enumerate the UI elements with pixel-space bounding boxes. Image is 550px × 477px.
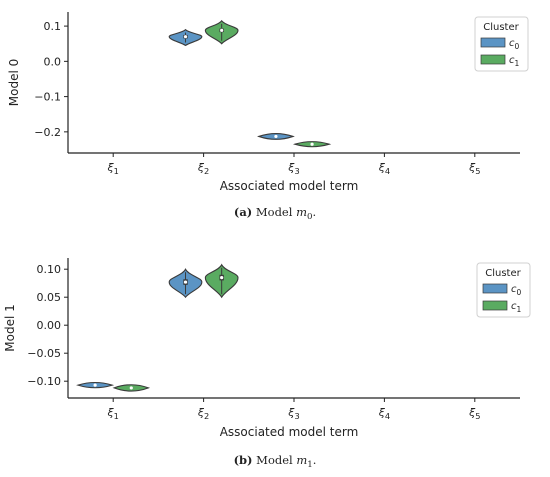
figure-caption: (b) Model m1. [234, 453, 317, 470]
legend-swatch-c0 [482, 283, 508, 294]
violin-median-dot [183, 35, 188, 39]
legend-swatch-c1 [480, 54, 506, 65]
y-tick-label: 0.10 [37, 263, 62, 276]
legend-label-c0: c0 [509, 38, 520, 51]
x-tick-label: ξ5 [468, 161, 480, 176]
legend-label-c0: c0 [511, 284, 522, 297]
x-tick-label: ξ2 [197, 161, 209, 176]
x-tick-label: ξ1 [107, 406, 119, 421]
x-tick-label: ξ2 [197, 406, 209, 421]
y-tick-label: 0.05 [37, 291, 62, 304]
y-tick-label: −0.05 [27, 347, 61, 360]
violin-median-dot [220, 276, 224, 280]
legend-title: Cluster [485, 268, 521, 279]
x-tick-label: ξ5 [468, 406, 480, 421]
y-axis-label: Model 1 [3, 304, 17, 351]
chart-panel-b: 0.10 0.05 0.00 −0.05 −0.10 ξ1 ξ2 ξ3 ξ4 ξ5 Model 1 A… [3, 258, 531, 470]
y-tick-label: 0.1 [44, 20, 62, 33]
legend-title: Cluster [483, 22, 519, 33]
y-tick-label: 0.0 [44, 55, 62, 68]
legend-label-c1: c1 [511, 301, 522, 314]
x-tick-label: ξ3 [287, 161, 299, 176]
y-axis-label: Model 0 [7, 59, 21, 106]
violin-median-dot [274, 134, 278, 139]
violin-median-dot [93, 383, 97, 387]
x-tick-label: ξ3 [287, 406, 299, 421]
violin-median-dot [310, 142, 314, 146]
legend-label-c1: c1 [509, 55, 520, 68]
x-axis-label: Associated model term [220, 179, 359, 193]
chart-panel-a: 0.1 0.0 −0.1 −0.2 ξ1 ξ2 ξ3 ξ4 ξ5 Model 0 Associate… [7, 12, 529, 222]
figure-caption: (a) Model m0. [234, 205, 316, 222]
x-axis-label: Associated model term [220, 425, 359, 439]
x-tick-label: ξ4 [378, 161, 390, 176]
violin-median-dot [220, 28, 224, 32]
x-tick-label: ξ1 [107, 161, 119, 176]
legend: Cluster c0 c1 [474, 16, 529, 72]
y-tick-label: −0.10 [27, 375, 61, 388]
legend-swatch-c1 [482, 300, 508, 311]
y-tick-label: 0.00 [37, 319, 62, 332]
violin-median-dot [183, 280, 188, 284]
x-tick-label: ξ4 [378, 406, 390, 421]
legend: Cluster c0 c1 [476, 262, 531, 318]
violin-median-dot [129, 386, 133, 390]
legend-swatch-c0 [480, 37, 506, 48]
y-tick-label: −0.2 [34, 126, 61, 139]
y-tick-label: −0.1 [34, 91, 61, 104]
